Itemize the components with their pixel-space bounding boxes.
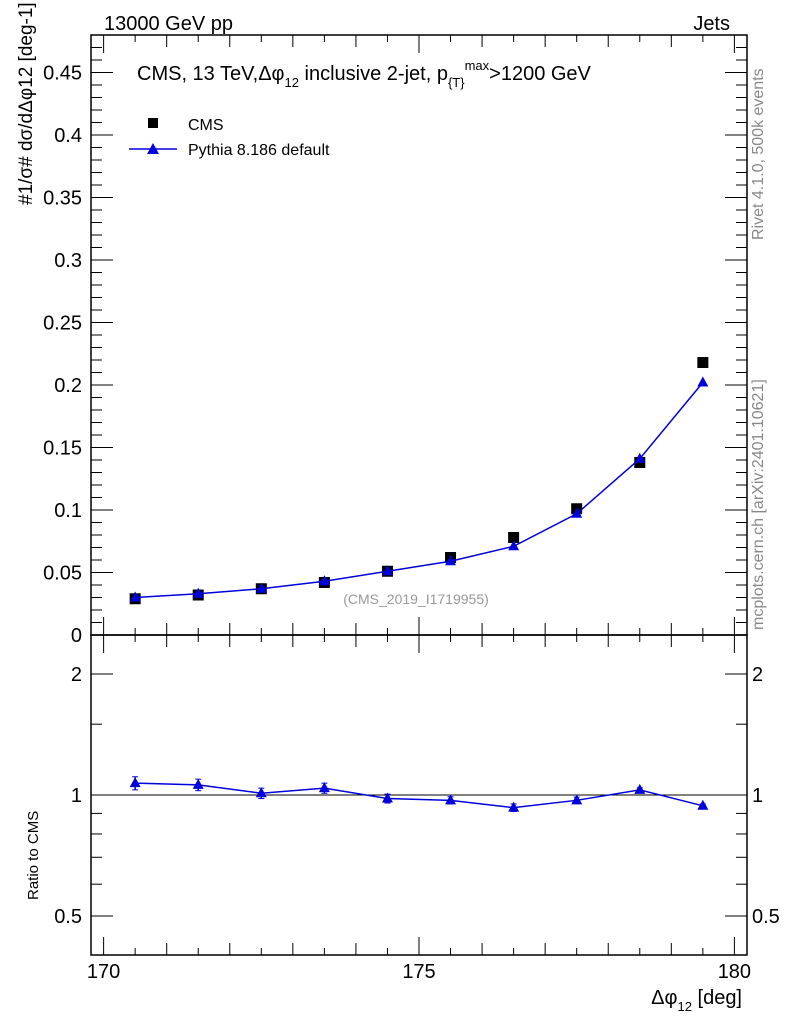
pythia-data-point	[318, 575, 330, 586]
ratio-data-point	[697, 799, 709, 810]
pythia-data-point	[381, 565, 393, 576]
legend: CMS Pythia 8.186 default	[129, 117, 330, 159]
pythia-data-point	[697, 376, 709, 387]
ratio-data-point	[445, 794, 457, 805]
svg-text:#1/σ# dσ/dΔφ12 [deg-1]: #1/σ# dσ/dΔφ12 [deg-1]	[16, 2, 37, 205]
y-tick-label: 0.25	[43, 313, 82, 335]
ratio-y-tick-label: 2	[71, 664, 82, 686]
legend-pythia-marker	[147, 143, 159, 154]
ratio-data-point	[129, 777, 141, 788]
ratio-data-point	[255, 787, 267, 798]
mcplots-label: mcplots.cern.ch [arXiv:2401.10621]	[750, 379, 767, 630]
y-tick-label: 0.4	[54, 125, 82, 147]
pythia-line	[135, 382, 704, 599]
header-right: Jets	[693, 13, 730, 35]
x-tick-label: 180	[718, 961, 751, 983]
cms-data-point	[697, 357, 709, 368]
y-tick-label: 0.3	[54, 250, 82, 272]
legend-pythia-label: Pythia 8.186 default	[188, 142, 330, 159]
pythia-data-point	[192, 587, 204, 598]
pythia-data-point	[255, 582, 267, 593]
pythia-data-point	[634, 452, 646, 463]
plot-title: CMS, 13 TeV,Δφ12 inclusive 2-jet, p{T}ma…	[137, 58, 592, 90]
ratio-line	[135, 782, 704, 809]
ratio-data-point	[192, 778, 204, 789]
y-tick-label: 0.2	[54, 375, 82, 397]
x-tick-label: 175	[402, 961, 435, 983]
cms-data-point	[508, 532, 520, 543]
y-tick-label: 0	[71, 625, 82, 647]
ratio-y-axis-title: Ratio to CMS	[25, 811, 42, 900]
pythia-data-point	[571, 507, 583, 518]
y-tick-label: 0.35	[43, 188, 82, 210]
y-tick-label: 0.05	[43, 563, 82, 585]
x-tick-label: 170	[87, 961, 120, 983]
legend-cms-label: CMS	[188, 117, 224, 134]
ratio-y-tick-label: 0.5	[54, 906, 82, 928]
ratio-data-point	[571, 794, 583, 805]
ratio-y-tick-label-right: 1	[752, 785, 763, 807]
x-axis-title: Δφ12 [deg]	[651, 987, 742, 1014]
rivet-label: Rivet 4.1.0, 500k events	[750, 68, 767, 240]
header-left: 13000 GeV pp	[104, 13, 233, 35]
ratio-y-tick-label-right: 0.5	[752, 906, 780, 928]
ratio-data-point	[381, 792, 393, 803]
ratio-data-point	[508, 801, 520, 812]
ratio-data-point	[318, 782, 330, 793]
pythia-data-point	[445, 555, 457, 566]
ratio-y-tick-label-right: 2	[752, 664, 763, 686]
analysis-watermark: (CMS_2019_I1719955)	[343, 591, 489, 607]
y-tick-label: 0.15	[43, 438, 82, 460]
y-tick-label: 0.45	[43, 63, 82, 85]
pythia-data-point	[129, 591, 141, 602]
y-axis-title: #1/σ# dσ/dΔφ12 [deg-1]	[16, 2, 37, 205]
pythia-data-point	[508, 540, 520, 551]
legend-cms-marker	[148, 118, 158, 128]
ratio-data-point	[634, 783, 646, 794]
y-tick-label: 0.1	[54, 500, 82, 522]
ratio-y-tick-label: 1	[71, 785, 82, 807]
